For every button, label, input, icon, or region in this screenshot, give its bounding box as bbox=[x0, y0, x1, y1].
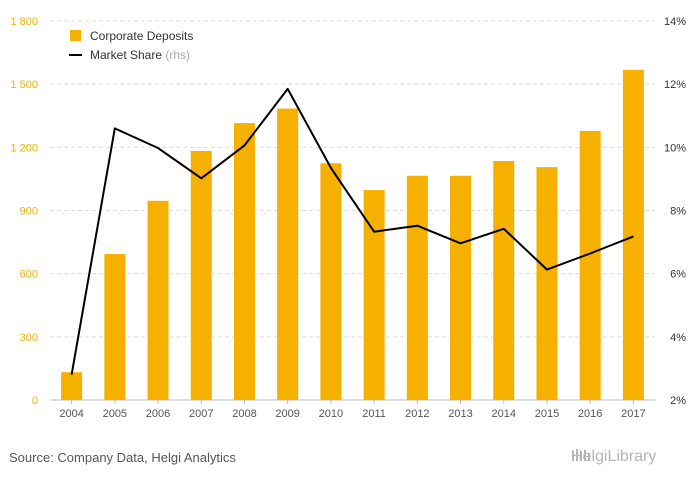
y-right-tick-label: 10% bbox=[664, 142, 686, 154]
y-left-tick-label: 1 800 bbox=[10, 16, 38, 28]
brand-name: HelgiLibrary bbox=[571, 448, 657, 465]
bar-corporate-deposits bbox=[536, 167, 558, 400]
y-right-tick-label: 14% bbox=[664, 16, 686, 28]
x-tick-label: 2012 bbox=[405, 408, 429, 420]
x-tick-label: 2007 bbox=[189, 408, 213, 420]
bar-corporate-deposits bbox=[363, 190, 385, 400]
bar-corporate-deposits bbox=[104, 254, 126, 400]
line-market-share bbox=[70, 87, 634, 375]
brand-logo: HelgiLibrary bbox=[571, 448, 656, 466]
x-tick-label: 2008 bbox=[232, 408, 256, 420]
x-tick-label: 2017 bbox=[621, 408, 645, 420]
x-tick-label: 2011 bbox=[362, 408, 386, 420]
x-tick-label: 2006 bbox=[146, 408, 170, 420]
x-tick-label: 2015 bbox=[535, 408, 559, 420]
y-right-tick-label: 2% bbox=[670, 395, 686, 407]
bar-corporate-deposits bbox=[579, 130, 601, 400]
bar-corporate-deposits bbox=[233, 123, 255, 400]
y-left-tick-label: 1 200 bbox=[10, 142, 38, 154]
x-tick-label: 2009 bbox=[275, 408, 299, 420]
bar-corporate-deposits bbox=[190, 150, 212, 400]
legend-label-market-share: Market Share (rhs) bbox=[90, 48, 190, 62]
x-tick-label: 2004 bbox=[59, 408, 83, 420]
bar-corporate-deposits bbox=[277, 108, 299, 400]
legend-swatch-corporate-deposits bbox=[70, 30, 81, 41]
bar-corporate-deposits bbox=[406, 175, 428, 400]
bar-corporate-deposits bbox=[320, 163, 342, 400]
y-left-tick-label: 600 bbox=[20, 269, 38, 281]
bar-corporate-deposits bbox=[493, 161, 515, 400]
source-note: Source: Company Data, Helgi Analytics bbox=[9, 450, 236, 465]
y-left-tick-label: 900 bbox=[20, 206, 38, 218]
y-right-tick-label: 12% bbox=[664, 79, 686, 91]
y-right-tick-label: 8% bbox=[670, 206, 686, 218]
legend-label-corporate-deposits: Corporate Deposits bbox=[90, 29, 193, 43]
y-right-tick-label: 4% bbox=[670, 332, 686, 344]
y-left-tick-label: 1 500 bbox=[10, 79, 38, 91]
y-left-tick-label: 0 bbox=[32, 395, 38, 407]
x-tick-label: 2013 bbox=[448, 408, 472, 420]
x-tick-label: 2016 bbox=[578, 408, 602, 420]
x-tick-label: 2005 bbox=[103, 408, 127, 420]
x-tick-label: 2010 bbox=[319, 408, 343, 420]
x-tick-label: 2014 bbox=[492, 408, 516, 420]
bar-corporate-deposits bbox=[61, 372, 83, 400]
y-left-tick-label: 300 bbox=[20, 332, 38, 344]
library-icon bbox=[572, 449, 590, 461]
y-right-tick-label: 6% bbox=[670, 269, 686, 281]
bar-corporate-deposits bbox=[450, 175, 472, 400]
bar-corporate-deposits bbox=[622, 69, 644, 401]
bar-corporate-deposits bbox=[147, 200, 169, 400]
